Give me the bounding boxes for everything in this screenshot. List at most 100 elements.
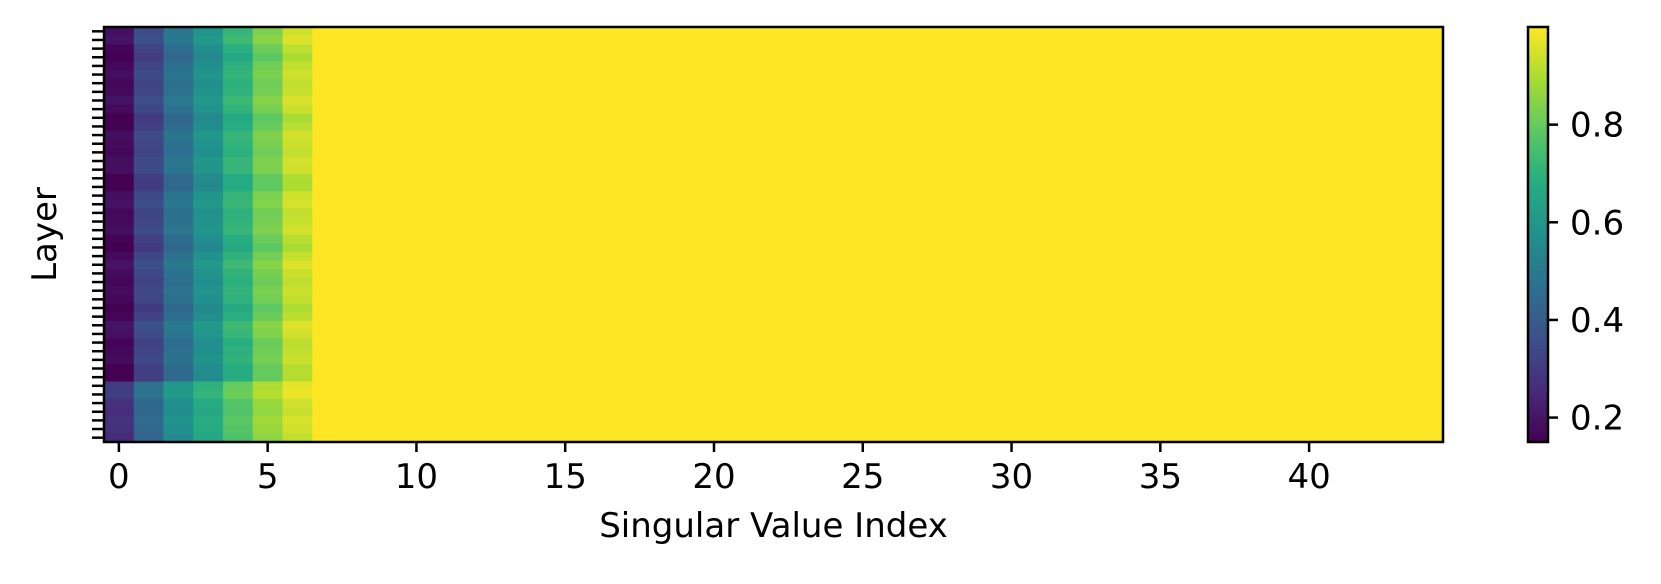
heatmap-cell xyxy=(550,52,581,63)
heatmap-cell xyxy=(1264,52,1295,63)
heatmap-cell xyxy=(252,199,284,210)
heatmap-cell xyxy=(520,295,551,305)
heatmap-cell xyxy=(818,329,849,339)
heatmap-cell xyxy=(431,87,462,97)
heatmap-cell xyxy=(104,217,135,227)
x-tick-label: 20 xyxy=(692,457,735,497)
heatmap-cell xyxy=(1413,173,1444,184)
heatmap-cell xyxy=(371,208,403,218)
heatmap-cell xyxy=(252,225,284,236)
heatmap-cell xyxy=(282,372,313,383)
heatmap-cell xyxy=(847,312,879,322)
heatmap-cell xyxy=(1234,338,1266,348)
heatmap-cell xyxy=(1145,381,1176,391)
heatmap-cell xyxy=(520,243,551,253)
heatmap-cell xyxy=(252,217,284,227)
heatmap-cell xyxy=(342,165,373,175)
heatmap-cell xyxy=(1353,398,1385,409)
heatmap-cell xyxy=(1383,173,1414,184)
heatmap-cell xyxy=(728,398,760,409)
heatmap-cell xyxy=(669,346,700,357)
heatmap-cell xyxy=(580,398,611,409)
heatmap-cell xyxy=(282,182,313,192)
heatmap-cell xyxy=(1115,165,1147,175)
heatmap-cell xyxy=(1353,70,1385,80)
heatmap-cell xyxy=(937,70,968,80)
heatmap-cell xyxy=(461,372,492,383)
heatmap-cell xyxy=(1085,433,1117,443)
x-tick-label: 40 xyxy=(1287,457,1330,497)
heatmap-cell xyxy=(1383,329,1414,339)
heatmap-cell xyxy=(461,35,492,45)
heatmap-cell xyxy=(847,52,879,63)
heatmap-cell xyxy=(1323,44,1355,54)
heatmap-cell xyxy=(1323,277,1355,287)
heatmap-cell xyxy=(877,165,908,175)
heatmap-cell xyxy=(699,104,730,115)
heatmap-cell xyxy=(1145,199,1176,210)
heatmap-cell xyxy=(312,191,343,201)
heatmap-cell xyxy=(639,269,670,279)
heatmap-cell xyxy=(1085,148,1117,158)
heatmap-cell xyxy=(639,243,670,253)
heatmap-cell xyxy=(490,96,522,106)
heatmap-cell xyxy=(877,122,908,132)
heatmap-cell xyxy=(1294,61,1325,71)
heatmap-cell xyxy=(639,199,670,210)
heatmap-cell xyxy=(401,182,432,192)
heatmap-cell xyxy=(401,416,432,426)
heatmap-cell xyxy=(193,433,224,443)
heatmap-cell xyxy=(1264,139,1295,149)
heatmap-cell xyxy=(490,191,522,201)
heatmap-cell xyxy=(1026,217,1057,227)
heatmap-cell xyxy=(371,61,403,71)
heatmap-cell xyxy=(282,87,313,97)
heatmap-cell xyxy=(371,277,403,287)
heatmap-cell xyxy=(312,122,343,132)
heatmap-cell xyxy=(1145,346,1176,357)
heatmap-cell xyxy=(758,372,789,383)
heatmap-cell xyxy=(252,208,284,218)
heatmap-cell xyxy=(1413,381,1444,391)
heatmap-cell xyxy=(1026,104,1057,115)
heatmap-cell xyxy=(1175,199,1206,210)
heatmap-cell xyxy=(847,225,879,236)
heatmap-cell xyxy=(252,78,284,89)
heatmap-cell xyxy=(133,208,165,218)
heatmap-cell xyxy=(252,122,284,132)
colorbar-segment xyxy=(1528,369,1548,374)
heatmap-cell xyxy=(847,416,879,426)
heatmap-cell xyxy=(937,208,968,218)
heatmap-cell xyxy=(877,355,908,365)
colorbar-segment xyxy=(1528,324,1548,329)
heatmap-cell xyxy=(431,148,462,158)
heatmap-cell xyxy=(1056,364,1087,374)
heatmap-cell xyxy=(937,260,968,270)
heatmap-cell xyxy=(223,381,254,391)
heatmap-cell xyxy=(1353,234,1385,244)
heatmap-cell xyxy=(401,407,432,417)
heatmap-cell xyxy=(847,148,879,158)
heatmap-cell xyxy=(193,78,224,89)
heatmap-cell xyxy=(1353,27,1385,37)
heatmap-cell xyxy=(223,286,254,296)
heatmap-cell xyxy=(490,295,522,305)
heatmap-cell xyxy=(1323,364,1355,374)
heatmap-cell xyxy=(669,225,700,236)
heatmap-cell xyxy=(966,277,998,287)
heatmap-cell xyxy=(520,251,551,262)
heatmap-cell xyxy=(193,70,224,80)
heatmap-cell xyxy=(133,225,165,236)
heatmap-cell xyxy=(907,217,938,227)
heatmap-cell xyxy=(907,433,938,443)
heatmap-cell xyxy=(1383,191,1414,201)
heatmap-cell xyxy=(371,295,403,305)
heatmap-cell xyxy=(1383,416,1414,426)
heatmap-cell xyxy=(1115,407,1147,417)
heatmap-cell xyxy=(609,312,641,322)
heatmap-cell xyxy=(371,165,403,175)
heatmap-cell xyxy=(1264,251,1295,262)
heatmap-cell xyxy=(371,78,403,89)
heatmap-cell xyxy=(1234,320,1266,331)
heatmap-cell xyxy=(1056,44,1087,54)
